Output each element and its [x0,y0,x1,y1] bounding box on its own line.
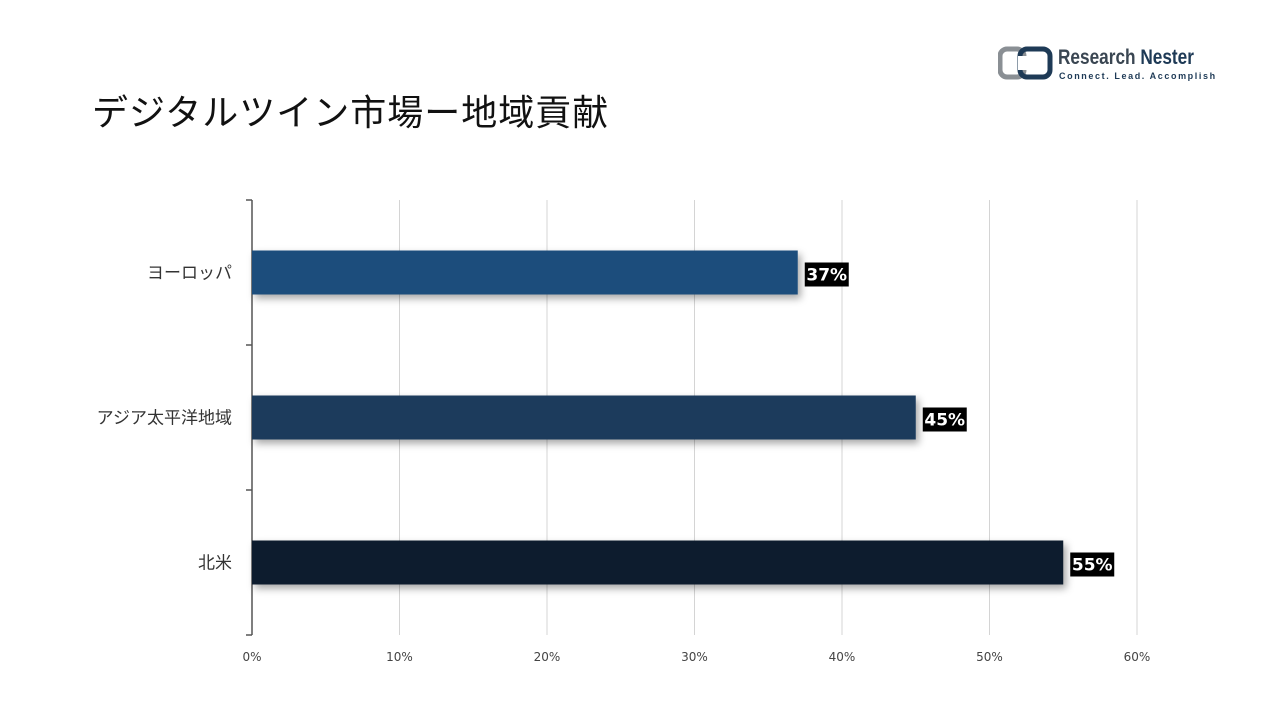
category-label: 北米 [198,554,232,574]
category-label: アジア太平洋地域 [97,409,232,429]
bar [252,250,798,295]
research-nester-logo: Research Nester Connect. Lead. Accomplis… [998,46,1228,86]
logo-name-part1: Research [1058,46,1136,69]
x-tick-label: 50% [976,650,1003,664]
x-tick-label: 60% [1124,650,1151,664]
logo-tagline: Connect. Lead. Accomplish [1059,71,1217,81]
category-label: ヨーロッパ [147,264,232,284]
x-tick-label: 10% [386,650,413,664]
y-axis [246,199,253,636]
data-label: 45% [924,411,965,431]
page-title: デジタルツイン市場ー地域貢献 [92,93,610,134]
logo-mark-icon [998,46,1053,80]
data-label-background [1070,552,1115,577]
labels: 0% 10% 20% 30% 40% 50% 60% ヨーロッパ 37% アジア太平洋地域 45% 北… [97,262,1151,664]
bars [252,250,1064,585]
bar [252,395,916,440]
bar [252,540,1064,585]
x-tick-label: 0% [242,650,261,664]
data-label: 37% [806,266,847,286]
logo-name-part2: Nester [1140,46,1194,69]
x-tick-label: 40% [829,650,856,664]
x-tick-label: 20% [534,650,561,664]
data-label: 55% [1072,556,1113,576]
data-label-background [804,262,849,287]
logo-name: Research Nester [1058,46,1194,70]
data-label-background [922,407,967,432]
x-tick-label: 30% [681,650,708,664]
